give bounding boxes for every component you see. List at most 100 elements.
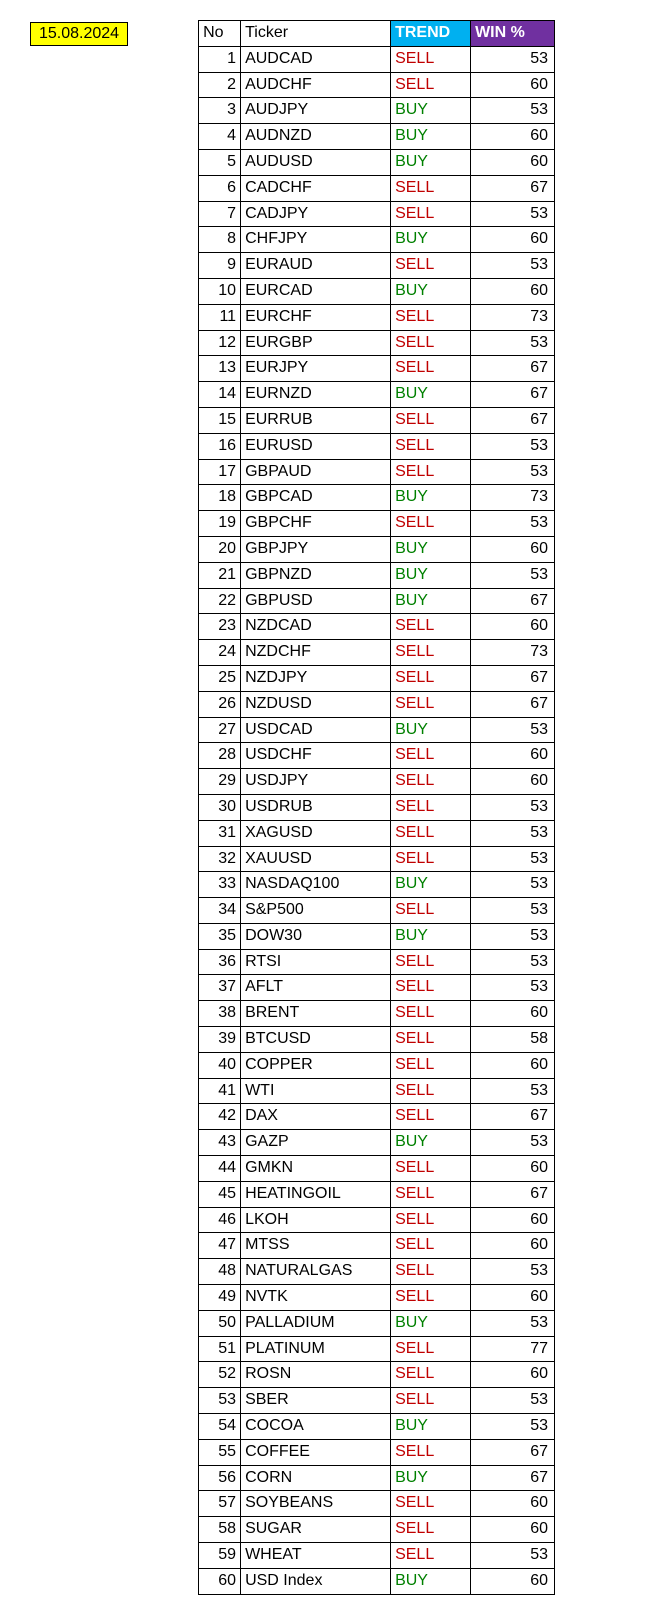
table-row: 43GAZPBUY53 — [199, 1130, 555, 1156]
cell-win: 60 — [471, 278, 555, 304]
cell-no: 37 — [199, 975, 241, 1001]
cell-win: 60 — [471, 124, 555, 150]
table-row: 50PALLADIUMBUY53 — [199, 1310, 555, 1336]
cell-trend: SELL — [391, 201, 471, 227]
cell-trend: SELL — [391, 511, 471, 537]
cell-no: 41 — [199, 1078, 241, 1104]
cell-win: 53 — [471, 846, 555, 872]
cell-ticker: SOYBEANS — [241, 1491, 391, 1517]
cell-win: 60 — [471, 1517, 555, 1543]
table-row: 56CORNBUY67 — [199, 1465, 555, 1491]
cell-trend: SELL — [391, 743, 471, 769]
cell-trend: SELL — [391, 46, 471, 72]
cell-ticker: ROSN — [241, 1362, 391, 1388]
cell-win: 53 — [471, 46, 555, 72]
table-row: 54COCOABUY53 — [199, 1414, 555, 1440]
cell-trend: SELL — [391, 846, 471, 872]
table-row: 48NATURALGASSELL53 — [199, 1259, 555, 1285]
table-row: 3AUDJPYBUY53 — [199, 98, 555, 124]
cell-ticker: USDCAD — [241, 717, 391, 743]
cell-no: 57 — [199, 1491, 241, 1517]
cell-win: 60 — [471, 1491, 555, 1517]
cell-win: 60 — [471, 614, 555, 640]
table-row: 10EURCADBUY60 — [199, 278, 555, 304]
cell-trend: SELL — [391, 665, 471, 691]
table-row: 21GBPNZDBUY53 — [199, 562, 555, 588]
cell-trend: BUY — [391, 1465, 471, 1491]
cell-no: 7 — [199, 201, 241, 227]
table-row: 38BRENTSELL60 — [199, 1001, 555, 1027]
cell-no: 23 — [199, 614, 241, 640]
cell-trend: SELL — [391, 1181, 471, 1207]
table-row: 19GBPCHFSELL53 — [199, 511, 555, 537]
cell-ticker: NZDUSD — [241, 691, 391, 717]
cell-no: 45 — [199, 1181, 241, 1207]
cell-ticker: NZDCHF — [241, 640, 391, 666]
cell-ticker: GBPUSD — [241, 588, 391, 614]
cell-trend: BUY — [391, 382, 471, 408]
table-body: 1AUDCADSELL532AUDCHFSELL603AUDJPYBUY534A… — [199, 46, 555, 1594]
cell-no: 1 — [199, 46, 241, 72]
cell-no: 27 — [199, 717, 241, 743]
cell-ticker: USDRUB — [241, 794, 391, 820]
cell-no: 14 — [199, 382, 241, 408]
cell-ticker: GBPCHF — [241, 511, 391, 537]
cell-ticker: HEATINGOIL — [241, 1181, 391, 1207]
cell-win: 67 — [471, 691, 555, 717]
cell-win: 67 — [471, 407, 555, 433]
cell-ticker: GBPAUD — [241, 459, 391, 485]
cell-no: 36 — [199, 949, 241, 975]
cell-win: 73 — [471, 485, 555, 511]
cell-no: 33 — [199, 872, 241, 898]
cell-trend: BUY — [391, 872, 471, 898]
cell-win: 53 — [471, 1388, 555, 1414]
table-row: 57SOYBEANSSELL60 — [199, 1491, 555, 1517]
cell-no: 20 — [199, 536, 241, 562]
cell-win: 53 — [471, 1543, 555, 1569]
cell-win: 77 — [471, 1336, 555, 1362]
cell-trend: SELL — [391, 1439, 471, 1465]
cell-win: 53 — [471, 511, 555, 537]
cell-win: 67 — [471, 382, 555, 408]
cell-win: 53 — [471, 898, 555, 924]
cell-trend: SELL — [391, 1078, 471, 1104]
cell-trend: SELL — [391, 614, 471, 640]
cell-win: 60 — [471, 227, 555, 253]
cell-ticker: EURGBP — [241, 330, 391, 356]
table-row: 11EURCHFSELL73 — [199, 304, 555, 330]
table-row: 4AUDNZDBUY60 — [199, 124, 555, 150]
table-row: 27USDCADBUY53 — [199, 717, 555, 743]
cell-no: 28 — [199, 743, 241, 769]
cell-no: 19 — [199, 511, 241, 537]
cell-no: 34 — [199, 898, 241, 924]
table-row: 39BTCUSDSELL58 — [199, 1027, 555, 1053]
cell-win: 67 — [471, 1181, 555, 1207]
cell-ticker: SUGAR — [241, 1517, 391, 1543]
cell-no: 3 — [199, 98, 241, 124]
table-row: 42DAXSELL67 — [199, 1104, 555, 1130]
table-row: 12EURGBPSELL53 — [199, 330, 555, 356]
table-header-row: No Ticker TREND WIN % — [199, 21, 555, 47]
cell-win: 60 — [471, 743, 555, 769]
cell-ticker: AFLT — [241, 975, 391, 1001]
cell-ticker: DAX — [241, 1104, 391, 1130]
cell-ticker: CHFJPY — [241, 227, 391, 253]
cell-trend: SELL — [391, 1052, 471, 1078]
table-row: 31XAGUSDSELL53 — [199, 820, 555, 846]
cell-no: 48 — [199, 1259, 241, 1285]
cell-no: 32 — [199, 846, 241, 872]
cell-no: 2 — [199, 72, 241, 98]
cell-ticker: XAGUSD — [241, 820, 391, 846]
cell-trend: SELL — [391, 175, 471, 201]
cell-win: 58 — [471, 1027, 555, 1053]
cell-trend: BUY — [391, 1130, 471, 1156]
cell-trend: SELL — [391, 691, 471, 717]
cell-no: 22 — [199, 588, 241, 614]
cell-win: 73 — [471, 640, 555, 666]
cell-ticker: AUDJPY — [241, 98, 391, 124]
table-row: 16EURUSDSELL53 — [199, 433, 555, 459]
cell-trend: SELL — [391, 304, 471, 330]
table-row: 49NVTKSELL60 — [199, 1285, 555, 1311]
cell-no: 10 — [199, 278, 241, 304]
cell-win: 67 — [471, 175, 555, 201]
